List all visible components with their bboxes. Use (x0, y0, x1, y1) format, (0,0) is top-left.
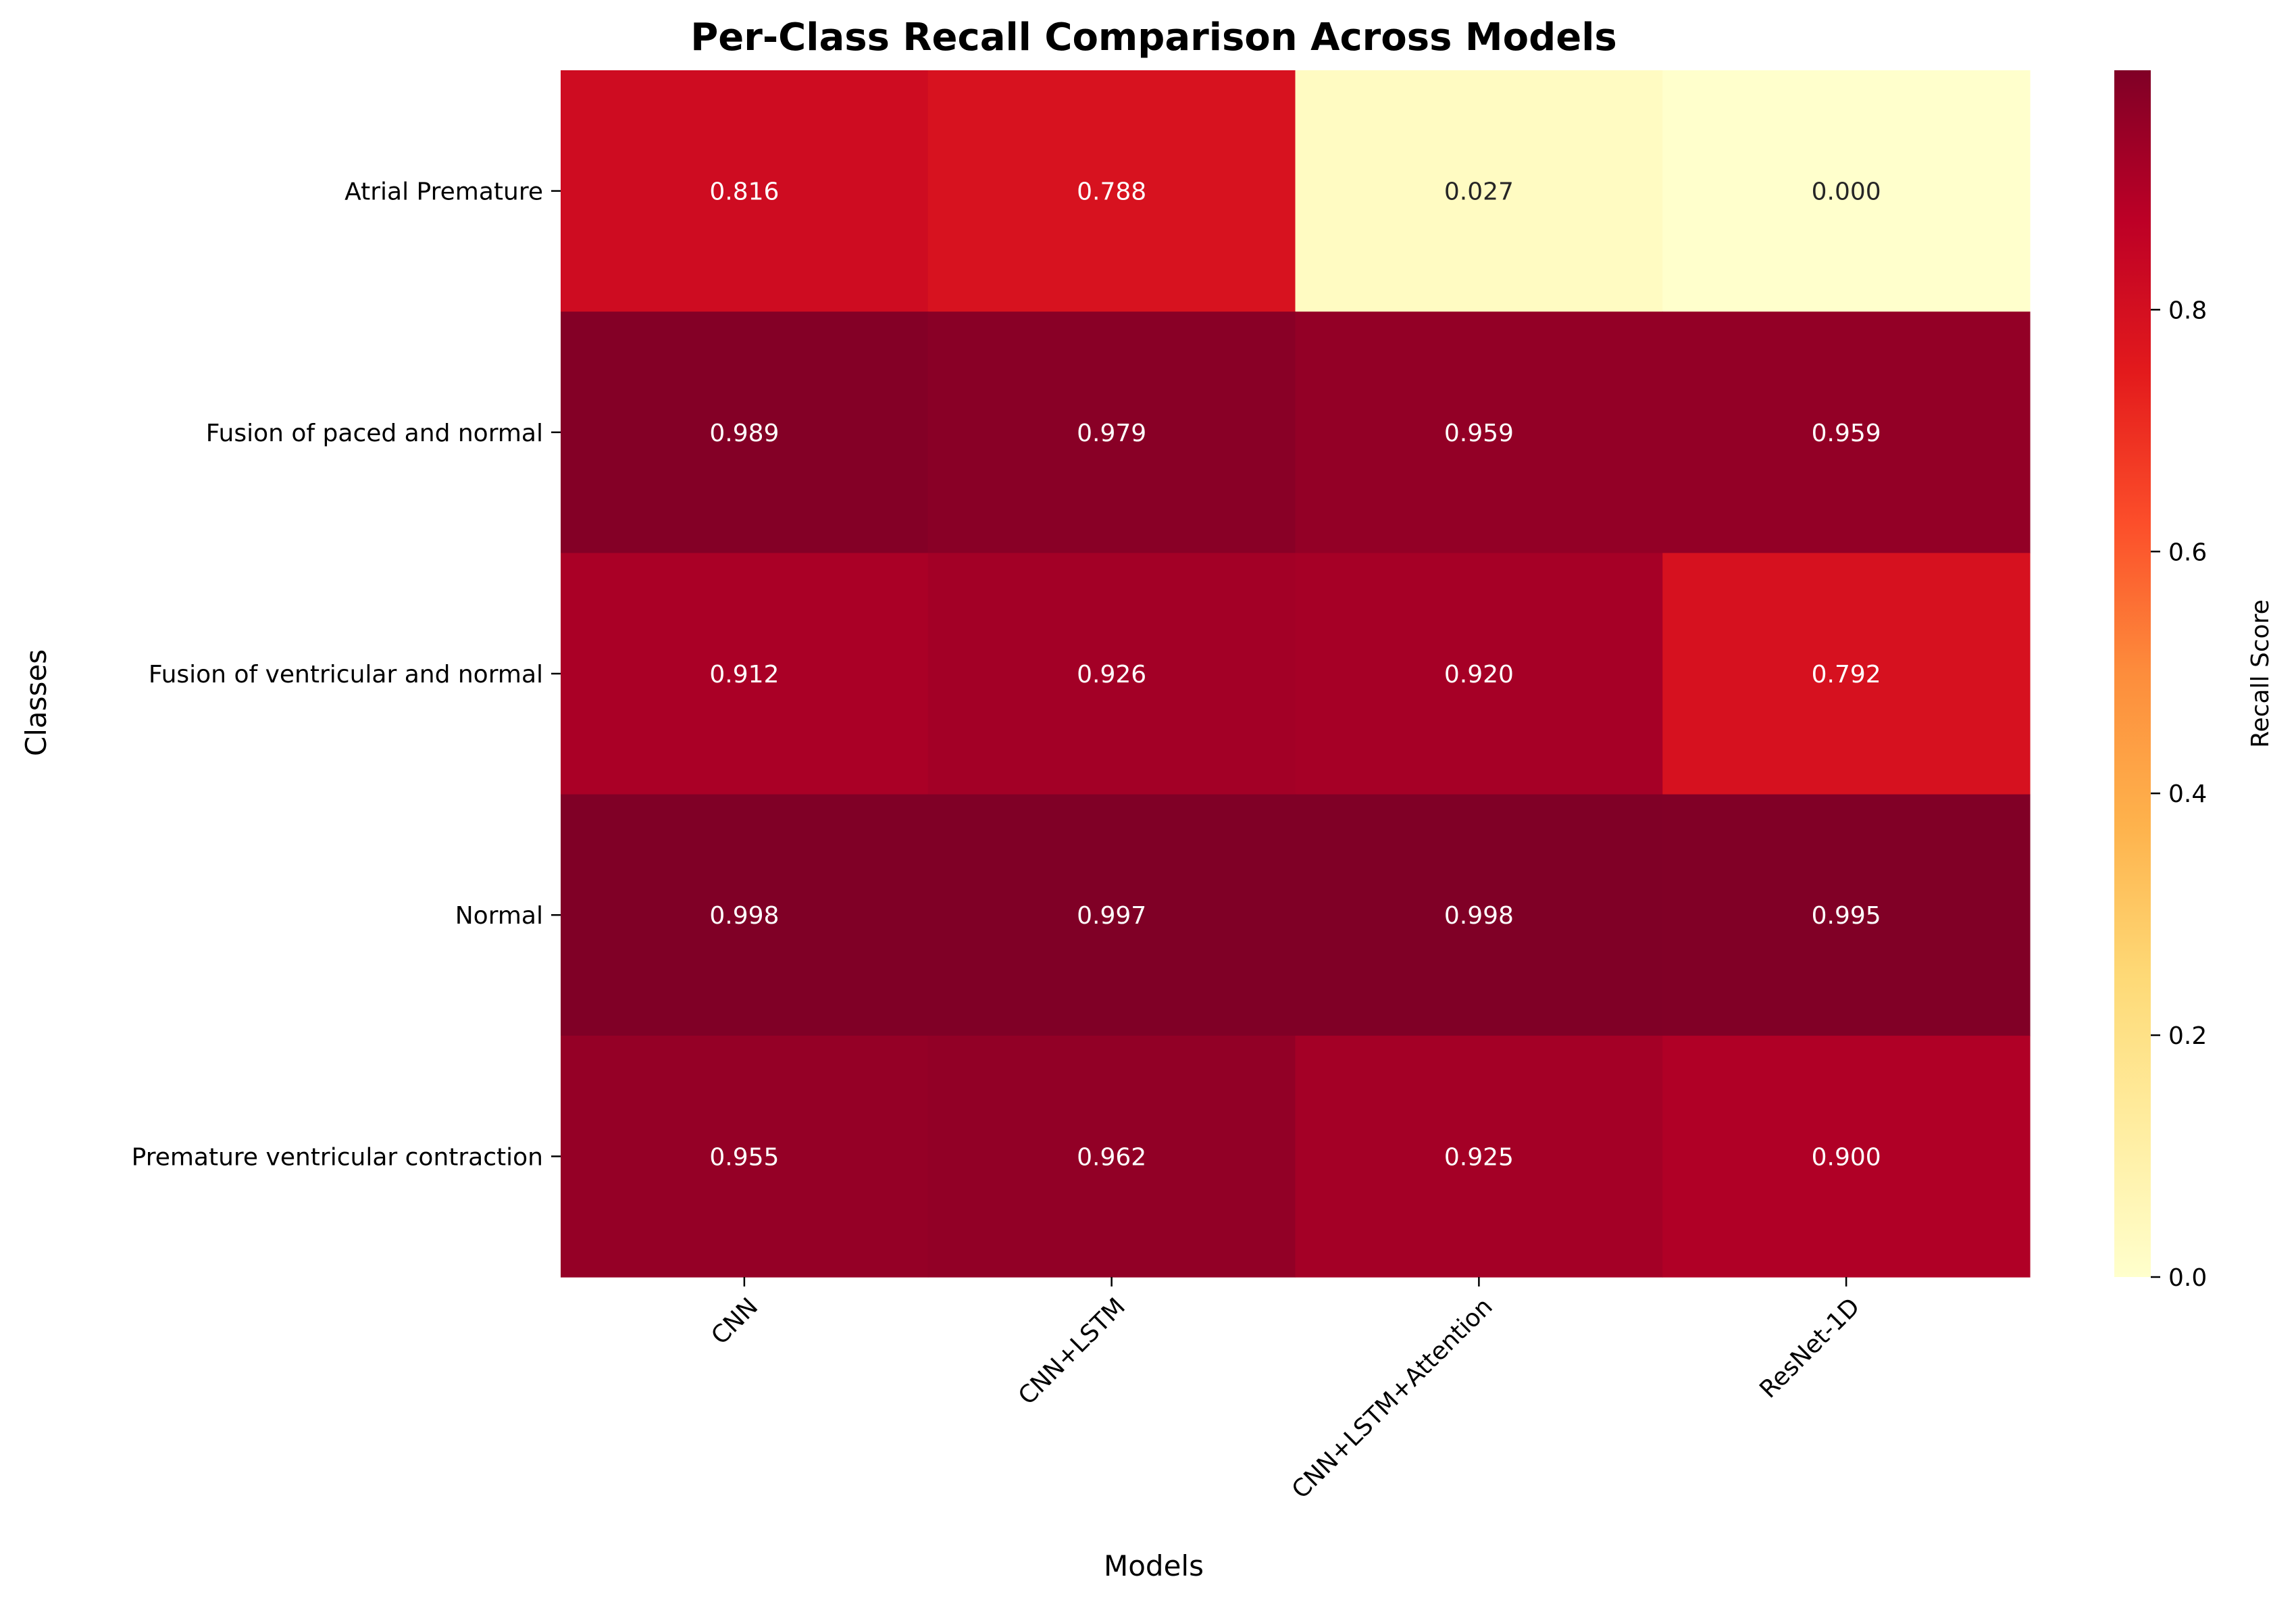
heatmap-cells (561, 70, 2031, 1278)
heatmap-cell (1295, 794, 1663, 1036)
heatmap-cell (927, 311, 1296, 553)
cell-value-label: 0.925 (1444, 1143, 1514, 1171)
cell-value-label: 0.989 (709, 420, 779, 447)
x-tick-label: CNN (706, 1293, 763, 1350)
heatmap-cell (561, 1035, 929, 1278)
heatmap-cell-labels: 0.816 0.788 0.027 0.000 0.989 0.979 0.959 0.959… (709, 178, 1881, 1172)
cell-value-label: 0.792 (1812, 661, 1881, 689)
x-tick-label: ResNet-1D (1754, 1293, 1865, 1403)
colorbar-tick-label: 0.6 (2168, 539, 2207, 566)
cell-value-label: 0.995 (1812, 902, 1881, 930)
heatmap-cell (927, 794, 1296, 1036)
heatmap-cell (561, 553, 929, 795)
colorbar-tick-label: 0.4 (2168, 780, 2207, 808)
heatmap-cell (1662, 1035, 2031, 1278)
heatmap-cell (927, 553, 1296, 795)
cell-value-label: 0.955 (709, 1143, 779, 1171)
y-tick-label: Fusion of ventricular and normal (149, 661, 543, 689)
cell-value-label: 0.998 (1444, 902, 1514, 930)
cell-value-label: 0.926 (1077, 661, 1146, 689)
cell-value-label: 0.788 (1077, 178, 1146, 206)
cell-value-label: 0.962 (1077, 1143, 1146, 1171)
colorbar-label: Recall Score (2247, 599, 2274, 748)
colorbar (2114, 70, 2151, 1277)
y-tick-label: Atrial Premature (345, 178, 543, 206)
cell-value-label: 0.959 (1444, 420, 1514, 447)
cell-value-label: 0.000 (1812, 178, 1881, 206)
heatmap-cell (1295, 553, 1663, 795)
cell-value-label: 0.920 (1444, 661, 1514, 689)
x-axis-ticks: CNN CNN+LSTM CNN+LSTM+Attention ResNet-1D (706, 1277, 1865, 1504)
x-axis-label: Models (1104, 1549, 1204, 1582)
x-tick-label: CNN+LSTM (1013, 1293, 1131, 1410)
y-axis-label: Classes (20, 649, 53, 756)
cell-value-label: 0.959 (1812, 420, 1881, 447)
heatmap-cell (1295, 311, 1663, 553)
heatmap-cell (1662, 70, 2031, 312)
y-tick-label: Premature ventricular contraction (132, 1143, 543, 1171)
cell-value-label: 0.998 (709, 902, 779, 930)
heatmap-cell (1662, 311, 2031, 553)
heatmap-cell (1295, 1035, 1663, 1278)
heatmap-cell (1662, 794, 2031, 1036)
colorbar-tick-label: 0.2 (2168, 1022, 2207, 1050)
colorbar-tick-label: 0.8 (2168, 297, 2207, 324)
cell-value-label: 0.027 (1444, 178, 1514, 206)
cell-value-label: 0.816 (709, 178, 779, 206)
y-tick-label: Fusion of paced and normal (206, 420, 543, 447)
cell-value-label: 0.979 (1077, 420, 1146, 447)
heatmap-cell (927, 70, 1296, 312)
colorbar-tick-label: 0.0 (2168, 1264, 2207, 1292)
heatmap-cell (1295, 70, 1663, 312)
y-axis-ticks: Atrial Premature Fusion of paced and norm… (132, 178, 561, 1171)
chart-title: Per-Class Recall Comparison Across Model… (690, 16, 1616, 59)
x-tick-label: CNN+LSTM+Attention (1287, 1293, 1498, 1504)
cell-value-label: 0.912 (709, 661, 779, 689)
heatmap-cell (561, 70, 929, 312)
cell-value-label: 0.900 (1812, 1143, 1881, 1171)
colorbar-ticks: 0.0 0.2 0.4 0.6 0.8 (2151, 297, 2207, 1292)
heatmap-cell (1662, 553, 2031, 795)
heatmap-cell (561, 311, 929, 553)
y-tick-label: Normal (455, 902, 543, 930)
heatmap-cell (561, 794, 929, 1036)
heatmap-cell (927, 1035, 1296, 1278)
cell-value-label: 0.997 (1077, 902, 1146, 930)
